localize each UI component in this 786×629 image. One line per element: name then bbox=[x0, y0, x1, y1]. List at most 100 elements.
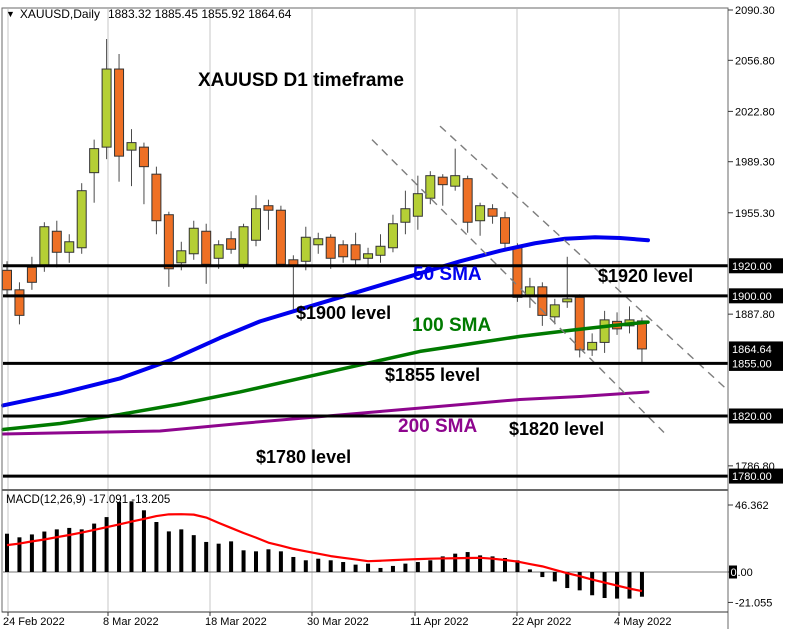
macd-histogram-bar bbox=[527, 569, 532, 572]
macd-histogram-bar bbox=[465, 552, 470, 572]
macd-histogram-bar bbox=[602, 572, 607, 599]
candle-body bbox=[450, 175, 461, 187]
macd-histogram-bar bbox=[552, 572, 557, 582]
macd-histogram-bar bbox=[577, 572, 582, 591]
candle-body bbox=[14, 289, 25, 316]
candle-body bbox=[500, 217, 510, 244]
macd-histogram-bar bbox=[154, 522, 159, 572]
candle-body bbox=[176, 250, 187, 264]
macd-histogram-bar bbox=[366, 563, 371, 572]
price-tick-label: 1955.30 bbox=[735, 208, 775, 220]
macd-histogram-bar bbox=[104, 517, 109, 572]
macd-histogram-bar bbox=[540, 572, 545, 578]
macd-histogram-bar bbox=[241, 550, 246, 572]
macd-histogram-bar bbox=[291, 556, 296, 572]
candle-body bbox=[487, 208, 498, 217]
macd-histogram-bar bbox=[254, 551, 258, 572]
macd-histogram-bar bbox=[278, 551, 283, 572]
macd-histogram-bar bbox=[216, 543, 221, 572]
candle-body bbox=[238, 226, 249, 265]
candle-body bbox=[537, 286, 548, 316]
macd-histogram-bar bbox=[129, 501, 134, 572]
candle-body bbox=[226, 238, 237, 250]
price-level-box bbox=[729, 288, 783, 304]
candle-body bbox=[425, 175, 436, 199]
time-tick-label: 4 May 2022 bbox=[614, 616, 671, 628]
candle-body bbox=[263, 205, 274, 211]
macd-histogram-bar bbox=[29, 534, 34, 572]
price-level-box-label: 1855.00 bbox=[732, 358, 772, 370]
macd-histogram-bar bbox=[590, 572, 595, 596]
macd-histogram-bar bbox=[440, 556, 445, 572]
candle-body bbox=[114, 68, 125, 157]
candle-body bbox=[39, 226, 50, 267]
candle-body bbox=[138, 146, 149, 168]
trendline-dashed bbox=[439, 125, 729, 391]
macd-histogram-bar bbox=[639, 572, 644, 597]
price-level-box-label: 1780.00 bbox=[732, 471, 772, 483]
candle-body bbox=[163, 214, 174, 270]
macd-histogram-bar bbox=[79, 529, 84, 572]
macd-indicator-label: MACD(12,26,9) -17.091 -13.205 bbox=[6, 494, 171, 506]
candle-body bbox=[512, 247, 523, 298]
time-tick-label: 18 Mar 2022 bbox=[205, 616, 267, 628]
candle-body bbox=[76, 190, 87, 249]
symbol-period-label: XAUUSD,Daily bbox=[19, 7, 100, 21]
macd-histogram-bar bbox=[117, 502, 122, 572]
candle-body bbox=[375, 245, 386, 256]
macd-tick-label: .00 bbox=[738, 567, 753, 579]
macd-histogram-bar bbox=[515, 560, 520, 572]
macd-histogram-bar bbox=[390, 565, 395, 572]
macd-histogram-bar bbox=[627, 572, 632, 599]
collapse-chevron-icon[interactable]: ▼ bbox=[6, 9, 15, 19]
candle-body bbox=[188, 227, 199, 255]
macd-histogram-bar bbox=[341, 562, 346, 572]
macd-histogram-bar bbox=[92, 523, 97, 572]
macd-histogram-bar bbox=[503, 557, 507, 572]
price-level-box bbox=[729, 341, 783, 357]
macd-histogram-bar bbox=[67, 527, 72, 572]
macd-histogram-bar bbox=[166, 531, 171, 572]
candle-body bbox=[201, 230, 212, 265]
candle-body bbox=[574, 296, 585, 351]
candle-body bbox=[64, 241, 75, 253]
macd-histogram-bar bbox=[490, 556, 495, 572]
macd-histogram-bar bbox=[179, 529, 184, 572]
sma200-line bbox=[1, 390, 650, 436]
time-tick-label: 8 Mar 2022 bbox=[103, 616, 159, 628]
macd-histogram-bar bbox=[17, 537, 22, 572]
candle-body bbox=[89, 148, 100, 174]
candle-body bbox=[412, 193, 423, 217]
macd-histogram-bar bbox=[141, 510, 146, 572]
macd-histogram-bar bbox=[316, 558, 321, 572]
candle-body bbox=[363, 253, 374, 259]
price-level-box bbox=[729, 355, 783, 371]
price-tick-label: 1887.80 bbox=[735, 309, 775, 321]
macd-histogram-bar bbox=[403, 563, 408, 572]
macd-histogram-bar bbox=[191, 535, 196, 572]
macd-histogram-bar bbox=[415, 562, 420, 572]
candle-body bbox=[313, 238, 324, 246]
candle-body bbox=[300, 236, 311, 262]
candle-body bbox=[475, 205, 486, 222]
candle-body bbox=[251, 208, 261, 241]
ohlc-values: 1883.32 1885.45 1855.92 1864.64 bbox=[107, 7, 292, 21]
macd-histogram-bar bbox=[428, 560, 433, 572]
candle-body bbox=[636, 320, 647, 350]
macd-histogram-bar bbox=[328, 560, 333, 572]
price-tick-label: 2056.80 bbox=[735, 55, 775, 67]
time-tick-label: 30 Mar 2022 bbox=[307, 616, 369, 628]
price-level-box bbox=[729, 408, 783, 424]
candle-body bbox=[151, 173, 162, 222]
time-tick-label: 24 Feb 2022 bbox=[3, 616, 65, 628]
candle-body bbox=[387, 223, 398, 249]
candle-body bbox=[549, 304, 560, 318]
candle-body bbox=[26, 266, 37, 283]
candle-body bbox=[325, 236, 336, 259]
macd-current-box-label: 0 bbox=[731, 567, 737, 579]
macd-histogram-bar bbox=[378, 567, 383, 572]
macd-tick-label: 46.362 bbox=[735, 500, 769, 512]
candle-body bbox=[2, 269, 12, 291]
macd-histogram-bar bbox=[453, 553, 458, 572]
